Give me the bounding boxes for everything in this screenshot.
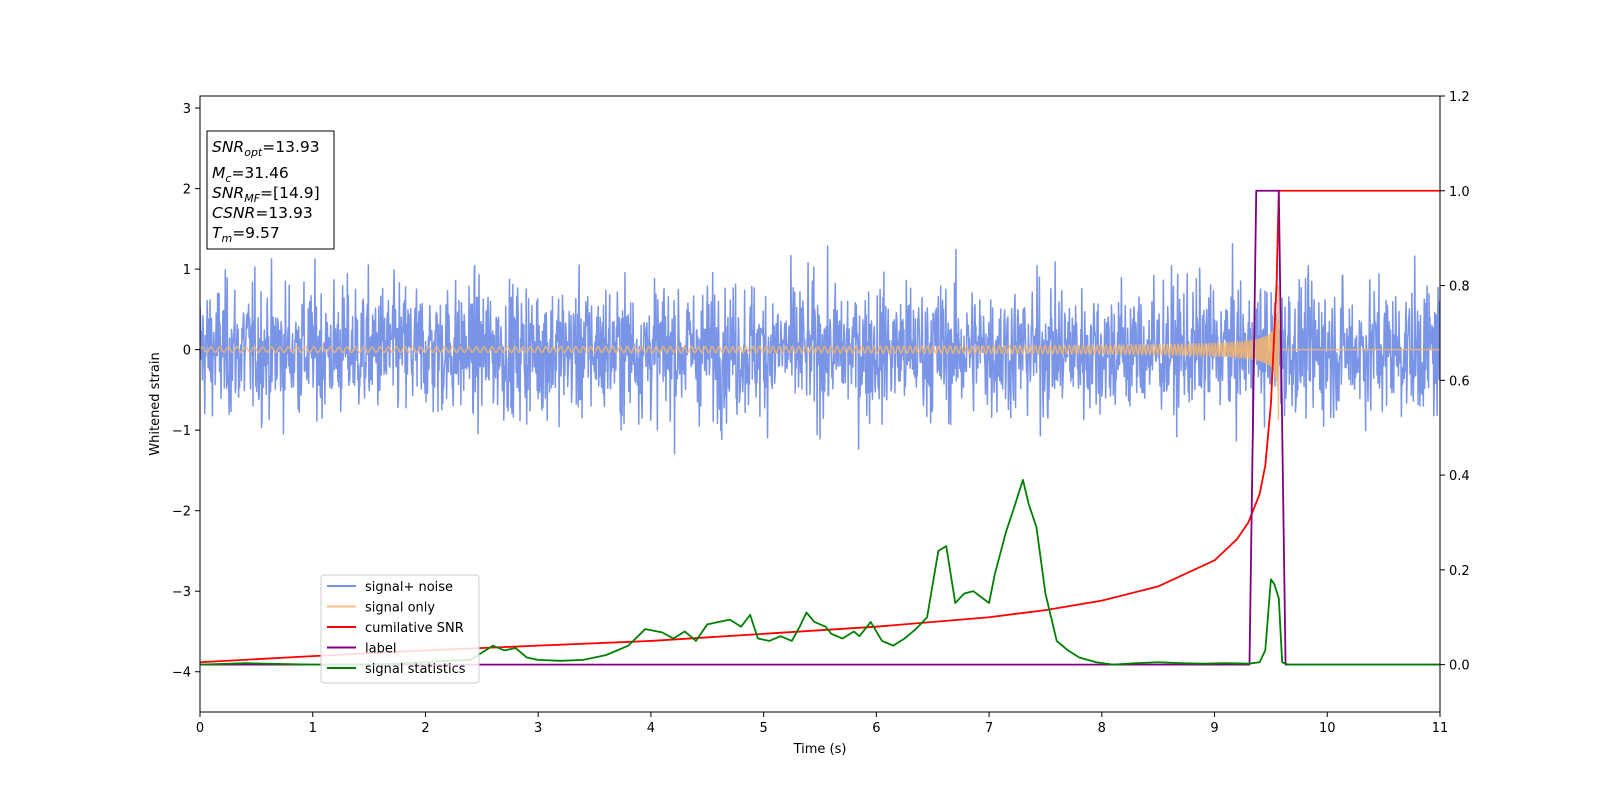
- info-line: Tm=9.57: [212, 224, 280, 245]
- y-tick-label: −3: [172, 585, 191, 600]
- x-tick-label: 9: [1210, 721, 1218, 736]
- legend-label: signal only: [365, 601, 435, 616]
- y-right-tick-label: 0.4: [1449, 469, 1470, 484]
- info-line: CSNR=13.93: [212, 204, 313, 222]
- info-line: SNRopt=13.93: [212, 138, 320, 159]
- y-right-tick-label: 0.0: [1449, 659, 1470, 674]
- y-right-tick-label: 0.8: [1449, 280, 1470, 295]
- y-right-tick-label: 0.6: [1449, 374, 1470, 389]
- x-tick-label: 5: [759, 721, 767, 736]
- legend-label: signal+ noise: [365, 580, 453, 595]
- series-signal-noise: [200, 243, 1440, 455]
- legend-label: signal statistics: [365, 662, 466, 677]
- y-right-tick-label: 0.2: [1449, 564, 1470, 579]
- series-signal-statistics: [200, 478, 1440, 666]
- x-tick-label: 0: [196, 721, 204, 736]
- y-tick-label: −1: [172, 424, 191, 439]
- y-axis-label: Whitened strain: [148, 352, 163, 455]
- x-tick-label: 3: [534, 721, 542, 736]
- x-tick-label: 4: [647, 721, 655, 736]
- x-tick-label: 2: [421, 721, 429, 736]
- series-layer: [200, 189, 1440, 666]
- info-line: Mc=31.46: [212, 164, 289, 185]
- axes-layer: 0 1 2 3 4 5 6 7 8 9 10 11 −4 −3 −2 −1 0 1 2 3 0.0 0.2 0.4 0.6 0.…: [172, 90, 1470, 736]
- x-tick-label: 10: [1319, 721, 1336, 736]
- info-line: SNRMF=[14.9]: [212, 184, 320, 205]
- info-box: SNRopt=13.93 Mc=31.46SNRMF=[14.9]CSNR=13.…: [206, 130, 335, 250]
- plot-frame: [199, 95, 1441, 713]
- info-box-frame: [206, 130, 335, 250]
- y-tick-label: 3: [183, 102, 191, 117]
- x-tick-label: 8: [1098, 721, 1106, 736]
- x-axis-label: Time (s): [793, 742, 847, 757]
- x-tick-label: 6: [872, 721, 880, 736]
- legend-label: cumilative SNR: [365, 621, 464, 636]
- y-tick-label: −4: [172, 666, 191, 681]
- series-cumilative-snr: [200, 189, 1440, 664]
- series-signal-only: [200, 285, 1440, 421]
- x-tick-label: 11: [1432, 721, 1449, 736]
- legend: signal+ noise signal only cumilative SNR la…: [320, 574, 480, 684]
- legend-label: label: [365, 642, 396, 657]
- y-right-tick-label: 1.2: [1449, 90, 1470, 105]
- y-tick-label: −2: [172, 505, 191, 520]
- x-tick-label: 1: [309, 721, 317, 736]
- y-tick-label: 1: [183, 263, 191, 278]
- y-tick-label: 2: [183, 183, 191, 198]
- legend-frame: [320, 574, 480, 684]
- y-tick-label: 0: [183, 344, 191, 359]
- y-right-tick-label: 1.0: [1449, 185, 1470, 200]
- x-tick-label: 7: [985, 721, 993, 736]
